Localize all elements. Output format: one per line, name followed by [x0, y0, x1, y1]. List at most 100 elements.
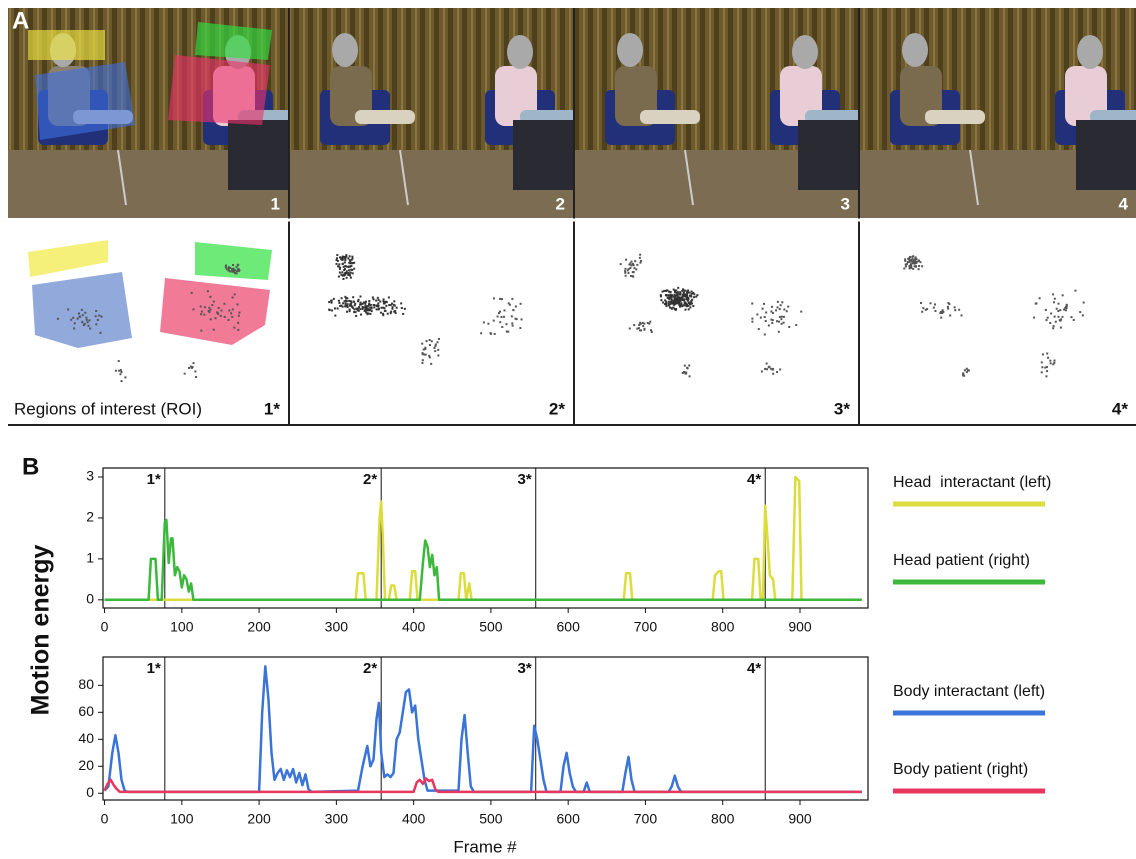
motion-dot	[430, 363, 432, 365]
motion-dot	[684, 290, 686, 292]
panel-label: B	[22, 453, 39, 480]
motion-dot	[360, 303, 362, 305]
motion-dot	[353, 311, 355, 313]
motion-dot	[906, 263, 908, 265]
motion-dot	[232, 264, 234, 266]
motion-dot	[437, 349, 439, 351]
motion-dot	[682, 295, 684, 297]
x-axis-title: Frame #	[453, 837, 517, 856]
motion-dot	[396, 307, 398, 309]
motion-dot	[1050, 313, 1052, 315]
motion-dot	[671, 300, 673, 302]
motion-dot	[676, 297, 678, 299]
motion-dot	[203, 314, 205, 316]
motion-dot	[348, 300, 350, 302]
motion-dot	[964, 369, 966, 371]
motion-dot	[684, 309, 686, 311]
motion-dot	[368, 302, 370, 304]
face-mask	[1077, 35, 1103, 69]
motion-dot	[642, 322, 644, 324]
motion-dot	[942, 309, 944, 311]
motion-dot	[384, 310, 386, 312]
motion-dot	[628, 268, 630, 270]
motion-dot	[511, 298, 513, 300]
motion-dot	[341, 259, 343, 261]
motion-dot	[228, 266, 230, 268]
motion-dot	[783, 322, 785, 324]
roi-overlay	[28, 30, 105, 60]
motion-dot	[233, 327, 235, 329]
motion-dot	[649, 321, 651, 323]
motion-dot	[99, 332, 101, 334]
photo-row: 1234	[8, 8, 1136, 218]
face-mask	[792, 35, 818, 69]
motion-dot	[934, 303, 936, 305]
motion-dot	[352, 272, 354, 274]
motion-dot	[376, 305, 378, 307]
motion-dot	[1074, 290, 1076, 292]
motion-dot	[679, 299, 681, 301]
motion-dot	[501, 298, 503, 300]
motion-dot	[328, 301, 330, 303]
motion-dot	[1041, 361, 1043, 363]
motion-dot	[786, 310, 788, 312]
motion-maps	[28, 240, 1085, 382]
motion-dot	[342, 263, 344, 265]
motion-dot	[349, 255, 351, 257]
scatter-number: 2*	[549, 399, 565, 418]
motion-dot	[505, 323, 507, 325]
motion-dot	[787, 306, 789, 308]
motion-dot	[903, 267, 905, 269]
motion-dot	[348, 269, 350, 271]
motion-dot	[519, 327, 521, 329]
motion-dot	[423, 354, 425, 356]
motion-dot	[764, 316, 766, 318]
motion-dot	[483, 321, 485, 323]
motion-dot	[67, 308, 69, 310]
motion-dot	[1066, 305, 1068, 307]
motion-dot	[225, 265, 227, 267]
motion-dot	[1035, 303, 1037, 305]
motion-dot	[934, 310, 936, 312]
motion-dot	[671, 294, 673, 296]
motion-dot	[429, 339, 431, 341]
motion-dot	[634, 260, 636, 262]
motion-dot	[367, 305, 369, 307]
motion-dot	[675, 308, 677, 310]
motion-dot	[913, 262, 915, 264]
motion-dot	[359, 295, 361, 297]
motion-dot	[1055, 321, 1057, 323]
motion-dot	[384, 302, 386, 304]
motion-dot	[345, 302, 347, 304]
motion-dot	[347, 303, 349, 305]
motion-dot	[949, 314, 951, 316]
motion-dot	[686, 367, 688, 369]
motion-dot	[679, 292, 681, 294]
motion-dot	[687, 299, 689, 301]
motion-dot	[668, 301, 670, 303]
face-mask	[507, 35, 533, 69]
motion-dot	[493, 320, 495, 322]
motion-dot	[1065, 309, 1067, 311]
motion-dot	[194, 370, 196, 372]
motion-dot	[336, 257, 338, 259]
motion-dot	[1073, 319, 1075, 321]
motion-dot	[1057, 316, 1059, 318]
motion-dot	[669, 307, 671, 309]
motion-dot	[689, 306, 691, 308]
motion-dot	[780, 318, 782, 320]
y-tick-label: 60	[78, 703, 94, 719]
motion-dot	[520, 303, 522, 305]
motion-dot	[490, 332, 492, 334]
x-tick-label: 500	[479, 811, 503, 827]
motion-dot	[627, 272, 629, 274]
motion-dot	[910, 266, 912, 268]
motion-dot	[328, 309, 330, 311]
motion-dot	[394, 310, 396, 312]
motion-dot	[756, 313, 758, 315]
motion-dot	[506, 331, 508, 333]
motion-dot	[362, 308, 364, 310]
motion-dot	[636, 264, 638, 266]
motion-dot	[426, 340, 428, 342]
motion-dot	[673, 304, 675, 306]
